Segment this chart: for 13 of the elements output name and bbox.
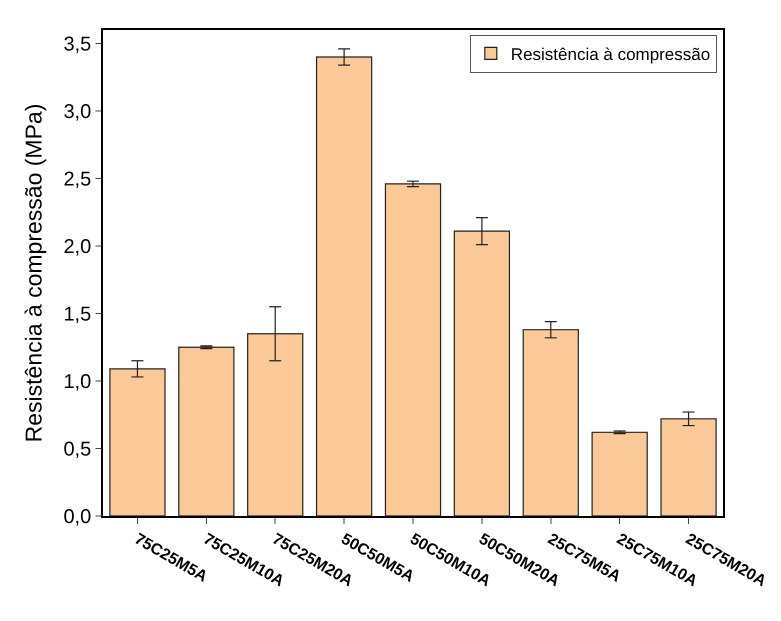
bar xyxy=(384,183,442,516)
y-tick-label: 2,0 xyxy=(63,236,92,258)
bar xyxy=(592,432,648,516)
y-tick-label: 2,5 xyxy=(63,168,92,190)
legend-label: Resistência à compressão xyxy=(510,45,710,64)
y-tick-label: 1,5 xyxy=(63,304,92,326)
y-axis-title: Resistência à compressão (MPa) xyxy=(20,104,46,442)
bar xyxy=(178,346,234,516)
y-tick-label: 0,5 xyxy=(63,438,92,460)
y-tick-label: 1,0 xyxy=(63,371,92,393)
y-tick-label: 3,5 xyxy=(63,34,92,56)
y-tick-label: 3,0 xyxy=(63,101,92,123)
y-tick-label: 0,0 xyxy=(63,506,92,528)
